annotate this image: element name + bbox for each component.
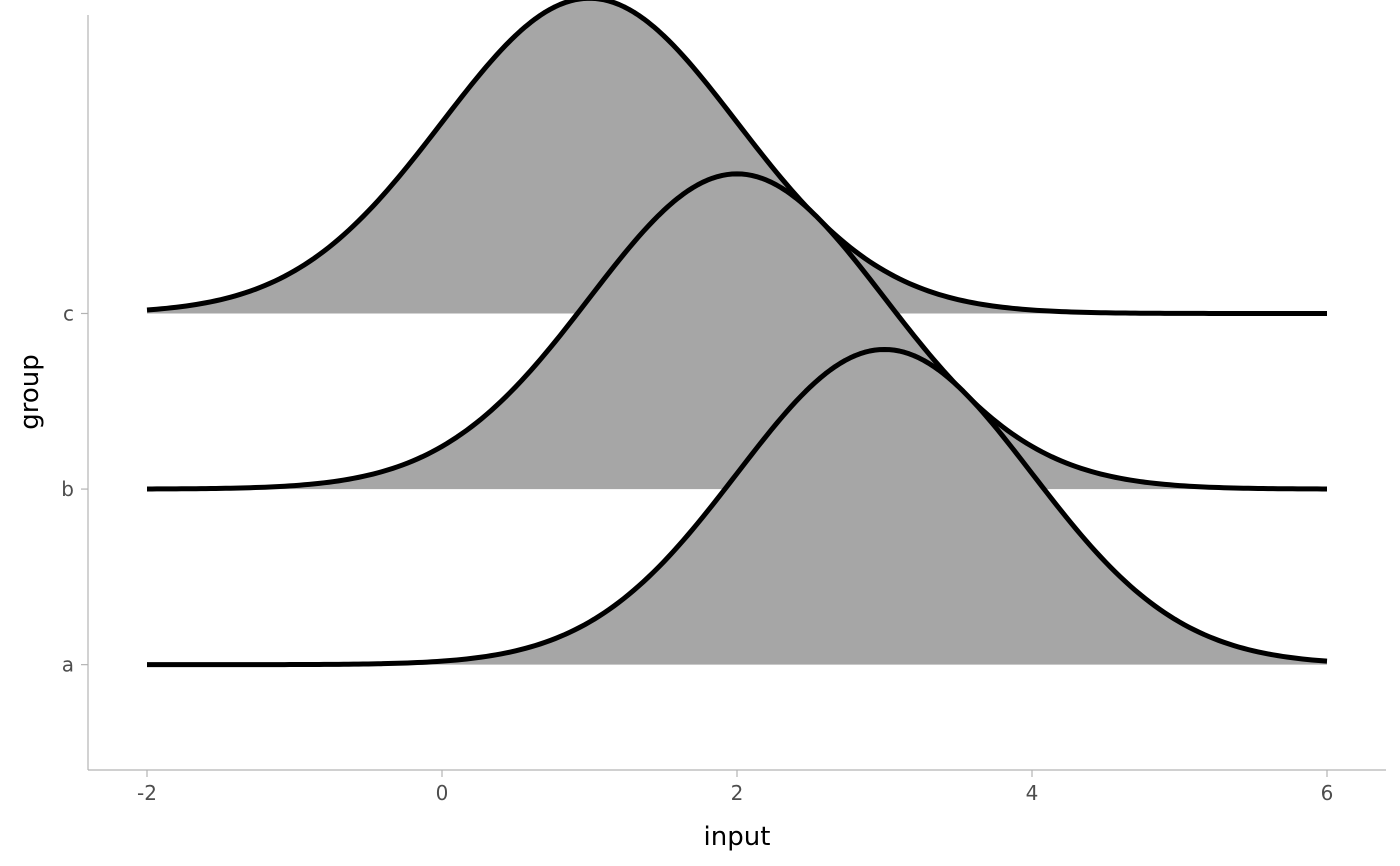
y-tick-label: a — [62, 653, 74, 677]
ridge-b — [146, 171, 1328, 492]
ridges-layer — [146, 0, 1328, 668]
x-axis-title: input — [704, 822, 771, 852]
ridge-c — [146, 0, 1327, 316]
x-tick-label: 0 — [436, 781, 449, 805]
y-tick-label: c — [63, 301, 74, 325]
x-tick-label: 2 — [731, 781, 744, 805]
x-tick-label: -2 — [137, 781, 157, 805]
x-ticks: -2 0 2 4 6 — [137, 770, 1333, 805]
y-ticks: a b c — [61, 301, 88, 677]
ridge-fill-b — [147, 173, 1327, 490]
y-tick-label: b — [61, 477, 74, 501]
x-tick-label: 6 — [1321, 781, 1334, 805]
ridge-line-a — [147, 346, 1328, 668]
ridge-line-b — [146, 171, 1328, 492]
ridge-line-c — [146, 0, 1327, 316]
ridge-a — [147, 346, 1328, 668]
ridge-fill-a — [147, 349, 1327, 665]
ridge-fill-c — [147, 0, 1327, 314]
y-axis-title: group — [15, 354, 45, 430]
x-tick-label: 4 — [1026, 781, 1039, 805]
